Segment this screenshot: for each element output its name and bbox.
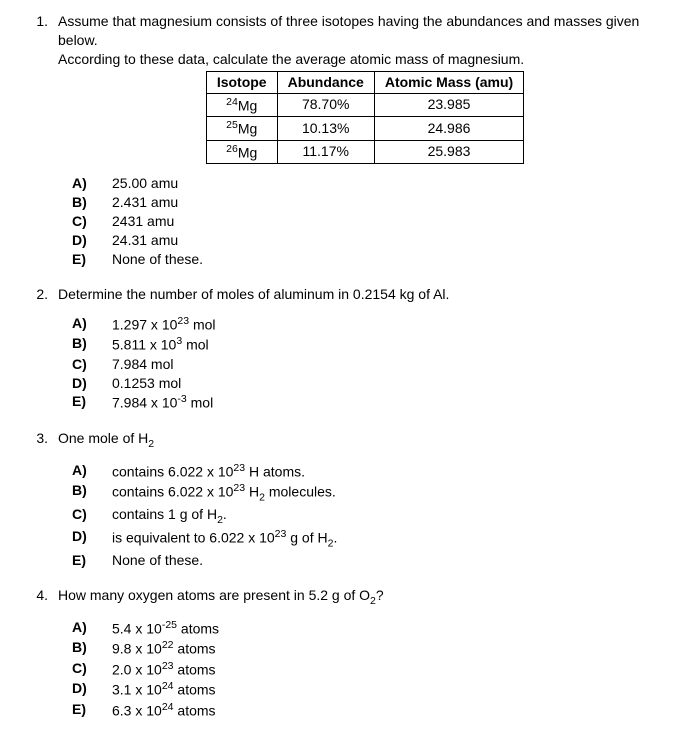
- choice-text: 0.1253 mol: [112, 374, 181, 393]
- choice-text: 24.31 amu: [112, 231, 178, 250]
- choice-c: C)7.984 mol: [72, 355, 672, 374]
- isotope-cell: 26Mg: [206, 140, 277, 164]
- choice-list: A)contains 6.022 x 1023 H atoms. B)conta…: [72, 461, 672, 570]
- choice-text: None of these.: [112, 250, 203, 269]
- question-stem: Determine the number of moles of aluminu…: [58, 285, 672, 304]
- question-2: 2. Determine the number of moles of alum…: [20, 285, 672, 413]
- choice-text: contains 6.022 x 1023 H2 molecules.: [112, 481, 336, 505]
- mass-cell: 25.983: [374, 140, 523, 164]
- abundance-cell: 11.17%: [277, 140, 374, 164]
- choice-text: 5.811 x 103 mol: [112, 334, 209, 355]
- question-4: 4. How many oxygen atoms are present in …: [20, 586, 672, 721]
- choice-text: 2.0 x 1023 atoms: [112, 659, 216, 680]
- choice-e: E)6.3 x 1024 atoms: [72, 700, 672, 721]
- question-list: 1. Assume that magnesium consists of thr…: [20, 12, 672, 720]
- choice-c: C)2431 amu: [72, 212, 672, 231]
- table-row: 26Mg 11.17% 25.983: [206, 140, 523, 164]
- question-stem: How many oxygen atoms are present in 5.2…: [58, 586, 672, 608]
- choice-text: 5.4 x 10-25 atoms: [112, 618, 219, 639]
- choice-text: contains 1 g of H2.: [112, 505, 227, 527]
- choice-text: 2431 amu: [112, 212, 174, 231]
- choice-text: 7.984 mol: [112, 355, 173, 374]
- choice-text: 9.8 x 1022 atoms: [112, 638, 216, 659]
- abundance-cell: 10.13%: [277, 117, 374, 141]
- choice-b: B)contains 6.022 x 1023 H2 molecules.: [72, 481, 672, 505]
- choice-b: B)5.811 x 103 mol: [72, 334, 672, 355]
- isotope-cell: 24Mg: [206, 93, 277, 117]
- table-header: Isotope: [206, 71, 277, 93]
- question-stem: Assume that magnesium consists of three …: [58, 12, 672, 164]
- isotope-cell: 25Mg: [206, 117, 277, 141]
- table-header: Atomic Mass (amu): [374, 71, 523, 93]
- choice-list: A)1.297 x 1023 mol B)5.811 x 103 mol C)7…: [72, 314, 672, 413]
- choice-list: A)5.4 x 10-25 atoms B)9.8 x 1022 atoms C…: [72, 618, 672, 721]
- abundance-cell: 78.70%: [277, 93, 374, 117]
- choice-text: None of these.: [112, 551, 203, 570]
- choice-e: E)None of these.: [72, 551, 672, 570]
- stem-line: Determine the number of moles of aluminu…: [58, 285, 672, 304]
- choice-text: 1.297 x 1023 mol: [112, 314, 216, 335]
- choice-text: 25.00 amu: [112, 174, 178, 193]
- stem-line: According to these data, calculate the a…: [58, 50, 672, 69]
- stem-line: Assume that magnesium consists of three …: [58, 12, 672, 50]
- choice-text: 7.984 x 10-3 mol: [112, 392, 213, 413]
- table-row: 24Mg 78.70% 23.985: [206, 93, 523, 117]
- table-row: 25Mg 10.13% 24.986: [206, 117, 523, 141]
- choice-text: is equivalent to 6.022 x 1023 g of H2.: [112, 527, 337, 551]
- choice-a: A)5.4 x 10-25 atoms: [72, 618, 672, 639]
- choice-b: B)2.431 amu: [72, 193, 672, 212]
- choice-text: 2.431 amu: [112, 193, 178, 212]
- choice-text: contains 6.022 x 1023 H atoms.: [112, 461, 305, 482]
- choice-d: D)3.1 x 1024 atoms: [72, 679, 672, 700]
- question-number: 3.: [20, 429, 58, 448]
- choice-list: A)25.00 amu B)2.431 amu C)2431 amu D)24.…: [72, 174, 672, 268]
- question-1: 1. Assume that magnesium consists of thr…: [20, 12, 672, 269]
- mass-cell: 23.985: [374, 93, 523, 117]
- choice-b: B)9.8 x 1022 atoms: [72, 638, 672, 659]
- choice-d: D)is equivalent to 6.022 x 1023 g of H2.: [72, 527, 672, 551]
- question-3: 3. One mole of H2 A)contains 6.022 x 102…: [20, 429, 672, 570]
- question-number: 4.: [20, 586, 58, 605]
- question-number: 1.: [20, 12, 58, 31]
- table-header: Abundance: [277, 71, 374, 93]
- stem-line: How many oxygen atoms are present in 5.2…: [58, 586, 672, 608]
- choice-text: 3.1 x 1024 atoms: [112, 679, 216, 700]
- choice-c: C)contains 1 g of H2.: [72, 505, 672, 527]
- question-number: 2.: [20, 285, 58, 304]
- choice-e: E)7.984 x 10-3 mol: [72, 392, 672, 413]
- choice-text: 6.3 x 1024 atoms: [112, 700, 216, 721]
- isotope-table: Isotope Abundance Atomic Mass (amu) 24Mg…: [206, 71, 524, 165]
- choice-a: A)contains 6.022 x 1023 H atoms.: [72, 461, 672, 482]
- choice-e: E)None of these.: [72, 250, 672, 269]
- choice-a: A)25.00 amu: [72, 174, 672, 193]
- stem-line: One mole of H2: [58, 429, 672, 451]
- choice-c: C)2.0 x 1023 atoms: [72, 659, 672, 680]
- mass-cell: 24.986: [374, 117, 523, 141]
- choice-d: D)0.1253 mol: [72, 374, 672, 393]
- choice-a: A)1.297 x 1023 mol: [72, 314, 672, 335]
- choice-d: D)24.31 amu: [72, 231, 672, 250]
- question-stem: One mole of H2: [58, 429, 672, 451]
